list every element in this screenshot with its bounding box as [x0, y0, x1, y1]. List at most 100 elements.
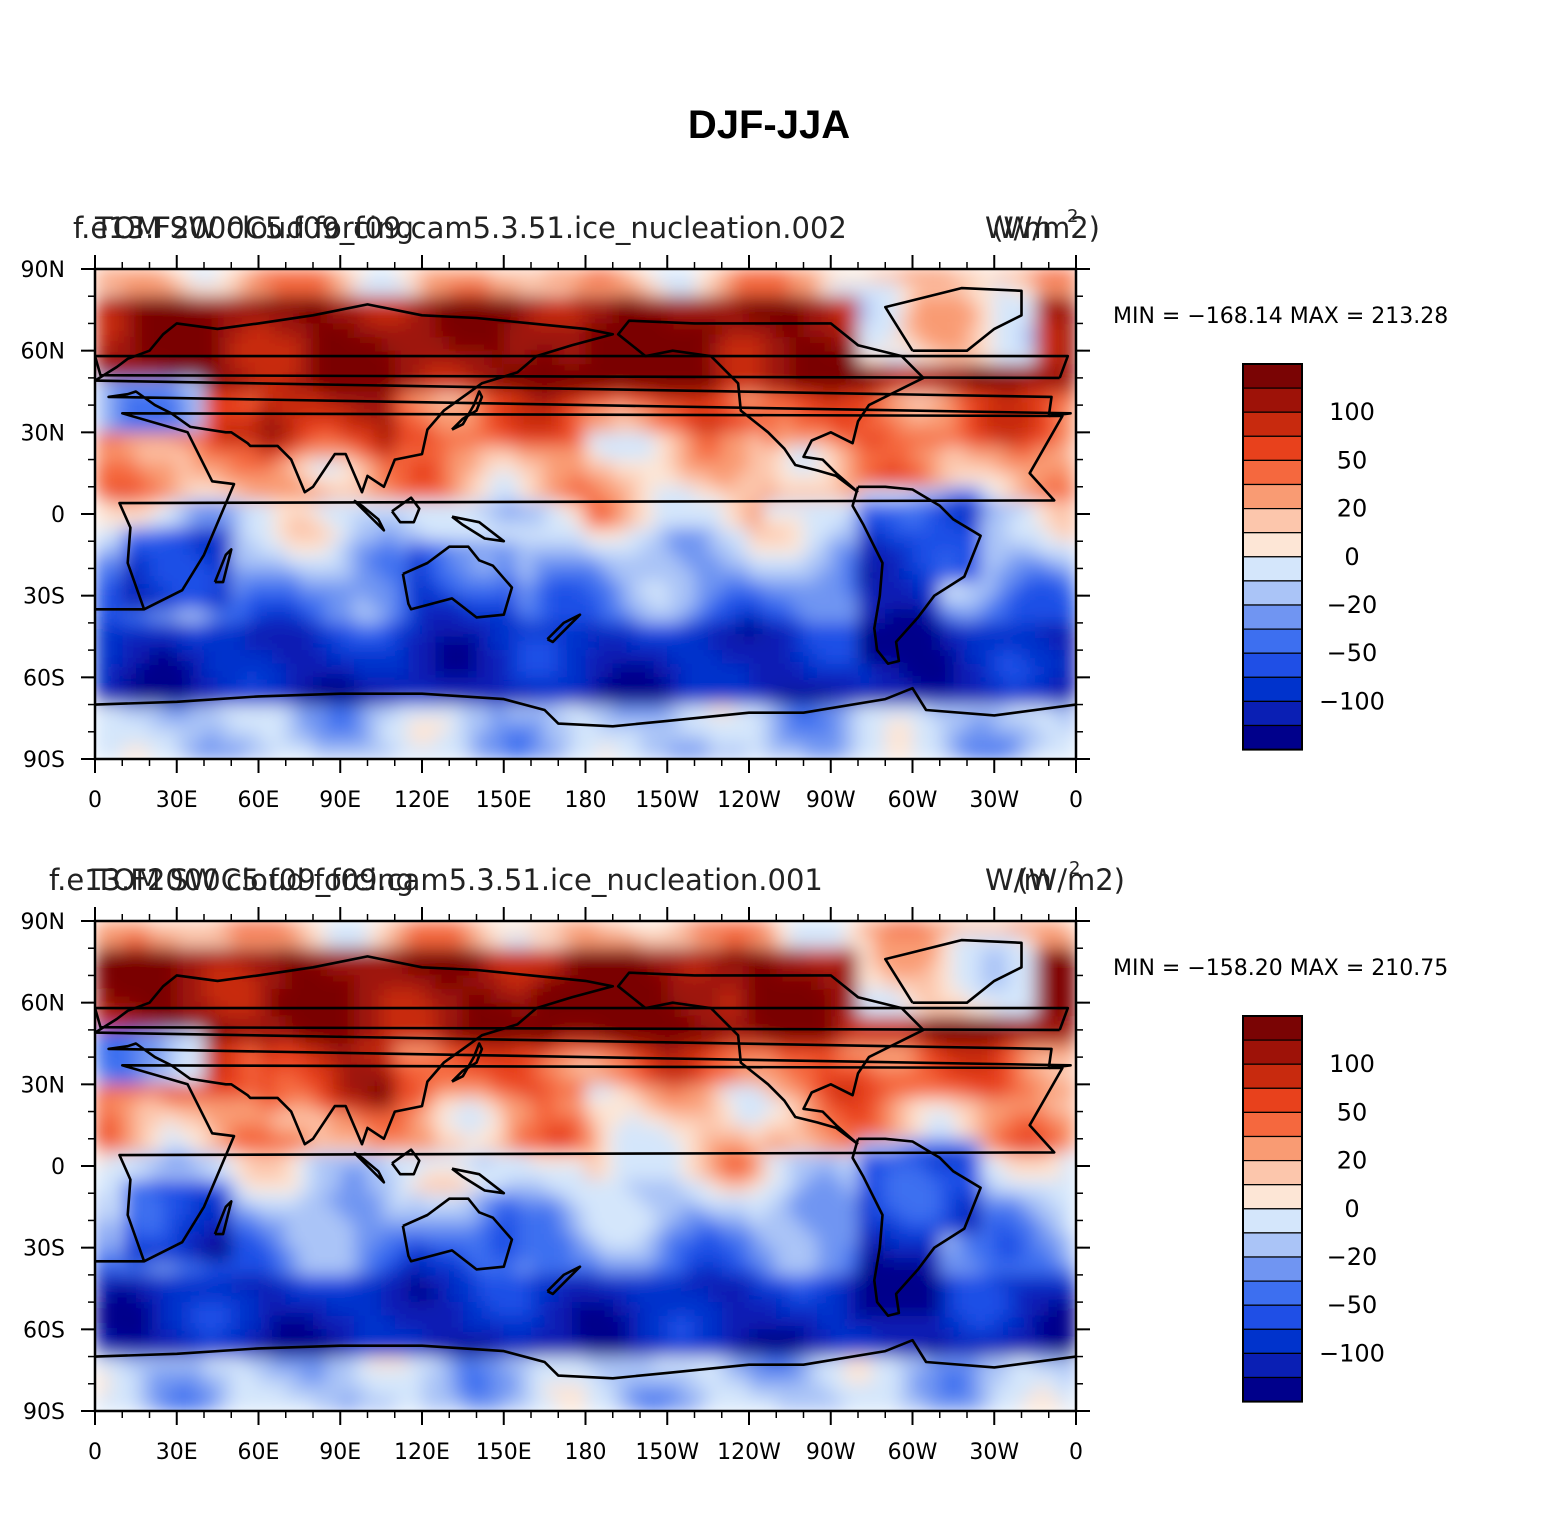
field-cell — [1062, 527, 1076, 542]
field-cell — [531, 1125, 546, 1140]
field-cell — [122, 595, 137, 610]
field-cell — [531, 309, 546, 325]
field-cell — [367, 405, 382, 420]
panel-1-subtitle-center: TOM SW cloud forcing — [94, 211, 414, 245]
field-cell — [122, 1111, 137, 1126]
field-cell — [680, 934, 696, 949]
field-cell — [449, 948, 464, 963]
field-cell — [326, 934, 341, 949]
field-cell — [626, 445, 641, 461]
field-cell — [544, 745, 559, 759]
field-cell — [612, 405, 627, 420]
field-cell — [626, 473, 641, 488]
field-cell — [585, 309, 600, 325]
field-cell — [95, 1152, 110, 1167]
field-cell — [912, 1179, 927, 1194]
field-cell — [735, 541, 750, 556]
field-cell — [313, 1002, 328, 1017]
field-cell — [599, 934, 614, 949]
field-cell — [258, 1097, 273, 1113]
field-cell — [708, 1125, 723, 1140]
field-cell — [640, 296, 655, 311]
field-cell — [381, 1274, 396, 1290]
field-cell — [122, 975, 137, 990]
field-cell — [749, 1125, 764, 1140]
field-cell — [285, 975, 300, 990]
field-cell — [994, 636, 1009, 651]
field-cell — [1007, 1206, 1023, 1222]
field-cell — [449, 1084, 464, 1099]
field-cell — [708, 921, 723, 936]
field-cell — [612, 1315, 627, 1330]
coastline — [95, 686, 1076, 728]
field-cell — [803, 1057, 818, 1072]
field-cell — [885, 989, 900, 1004]
colorbar-swatch — [1242, 700, 1303, 727]
field-cell — [980, 337, 995, 352]
field-cell — [599, 486, 614, 501]
field-cell — [476, 1234, 491, 1249]
field-cell — [599, 1070, 614, 1085]
field-cell — [776, 975, 791, 990]
field-cell — [476, 1315, 491, 1330]
field-cell — [163, 961, 178, 977]
field-cell — [1007, 1342, 1023, 1358]
field-cell — [803, 1084, 818, 1099]
field-cell — [340, 514, 355, 529]
field-cell — [871, 1070, 886, 1085]
field-cell — [967, 459, 982, 474]
field-cell — [1048, 934, 1063, 949]
field-cell — [680, 568, 696, 583]
field-cell — [108, 1261, 123, 1276]
field-cell — [898, 731, 914, 746]
field-cell — [190, 1166, 205, 1181]
field-cell — [163, 934, 178, 949]
field-cell — [612, 989, 627, 1004]
field-cell — [953, 1274, 968, 1290]
field-cell — [517, 1043, 532, 1058]
field-cell — [449, 622, 464, 638]
field-cell — [1035, 364, 1050, 379]
field-cell — [1007, 1166, 1023, 1181]
field-cell — [313, 323, 328, 338]
field-cell — [135, 731, 151, 746]
field-cell — [313, 663, 328, 678]
field-cell — [231, 418, 246, 433]
field-cell — [830, 1152, 845, 1167]
field-cell — [1035, 1315, 1050, 1330]
field-cell — [408, 432, 423, 447]
field-cell — [217, 1329, 232, 1344]
field-cell — [776, 1138, 791, 1153]
field-cell — [1062, 541, 1076, 556]
field-cell — [422, 948, 437, 963]
field-cell — [980, 269, 995, 284]
field-cell — [1048, 731, 1063, 746]
field-cell — [871, 337, 886, 352]
field-cell — [326, 391, 341, 406]
field-cell — [326, 1125, 341, 1140]
field-cell — [190, 731, 205, 746]
field-cell — [122, 934, 137, 949]
field-cell — [749, 1302, 764, 1317]
field-cell — [340, 1057, 355, 1072]
field-cell — [285, 1166, 300, 1181]
field-cell — [95, 1111, 110, 1126]
field-cell — [1048, 1342, 1063, 1358]
field-cell — [353, 405, 369, 420]
field-cell — [204, 718, 219, 733]
field-cell — [558, 1342, 573, 1358]
field-cell — [272, 745, 287, 759]
field-cell — [789, 1329, 805, 1344]
field-cell — [694, 1111, 709, 1126]
field-cell — [994, 921, 1009, 936]
field-cell — [640, 595, 655, 610]
field-cell — [694, 731, 709, 746]
field-cell — [926, 1097, 941, 1113]
field-cell — [394, 486, 409, 501]
field-cell — [476, 1152, 491, 1167]
field-cell — [680, 1029, 696, 1045]
field-cell — [749, 934, 764, 949]
field-cell — [980, 1206, 995, 1222]
field-cell — [517, 1234, 532, 1249]
field-cell — [531, 405, 546, 420]
